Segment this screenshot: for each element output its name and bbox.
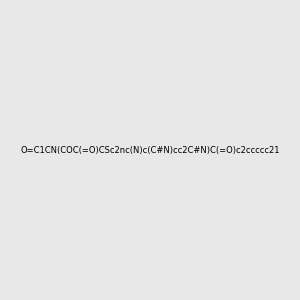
Text: O=C1CN(COC(=O)CSc2nc(N)c(C#N)cc2C#N)C(=O)c2ccccc21: O=C1CN(COC(=O)CSc2nc(N)c(C#N)cc2C#N)C(=O… [20,146,280,154]
